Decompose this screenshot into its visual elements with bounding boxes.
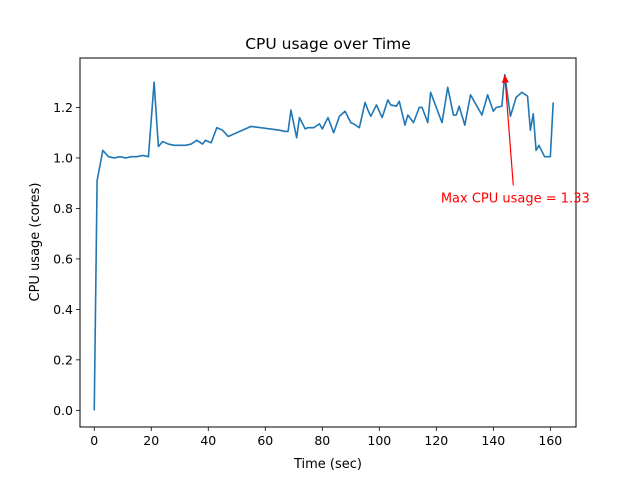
- plot-area: [93, 73, 554, 411]
- annotation-arrow: [504, 82, 514, 186]
- x-tick-label: 40: [200, 433, 216, 448]
- plot-frame: [79, 57, 577, 428]
- x-tick-label: 80: [314, 433, 330, 448]
- x-tick-label: 100: [367, 433, 391, 448]
- annotation-arrowhead: [501, 74, 509, 83]
- x-tick-label: 140: [481, 433, 505, 448]
- y-tick-label: 0.0: [53, 403, 73, 418]
- x-tick-label: 160: [538, 433, 562, 448]
- x-tick-label: 0: [90, 433, 98, 448]
- y-tick-label: 0.4: [53, 302, 73, 317]
- y-tick-label: 1.0: [53, 150, 73, 165]
- x-tick-label: 120: [424, 433, 448, 448]
- series-line-0: [93, 73, 554, 411]
- annotation-group: Max CPU usage = 1.33: [441, 74, 590, 206]
- x-axis-label: Time (sec): [293, 457, 362, 472]
- axis-ticks: 0 20 40 60 80 100 120 140 160 0.0 0.2 0.4 0.6 0.8 1.0 1…: [53, 100, 562, 448]
- y-tick-label: 0.2: [53, 352, 73, 367]
- y-tick-label: 1.2: [53, 100, 73, 115]
- chart-title: CPU usage over Time: [245, 35, 411, 53]
- x-tick-label: 60: [257, 433, 273, 448]
- annotation-text: Max CPU usage = 1.33: [441, 191, 590, 206]
- x-tick-label: 20: [143, 433, 159, 448]
- y-tick-label: 0.8: [53, 201, 73, 216]
- y-tick-label: 0.6: [53, 251, 73, 266]
- y-axis-label: CPU usage (cores): [28, 183, 43, 302]
